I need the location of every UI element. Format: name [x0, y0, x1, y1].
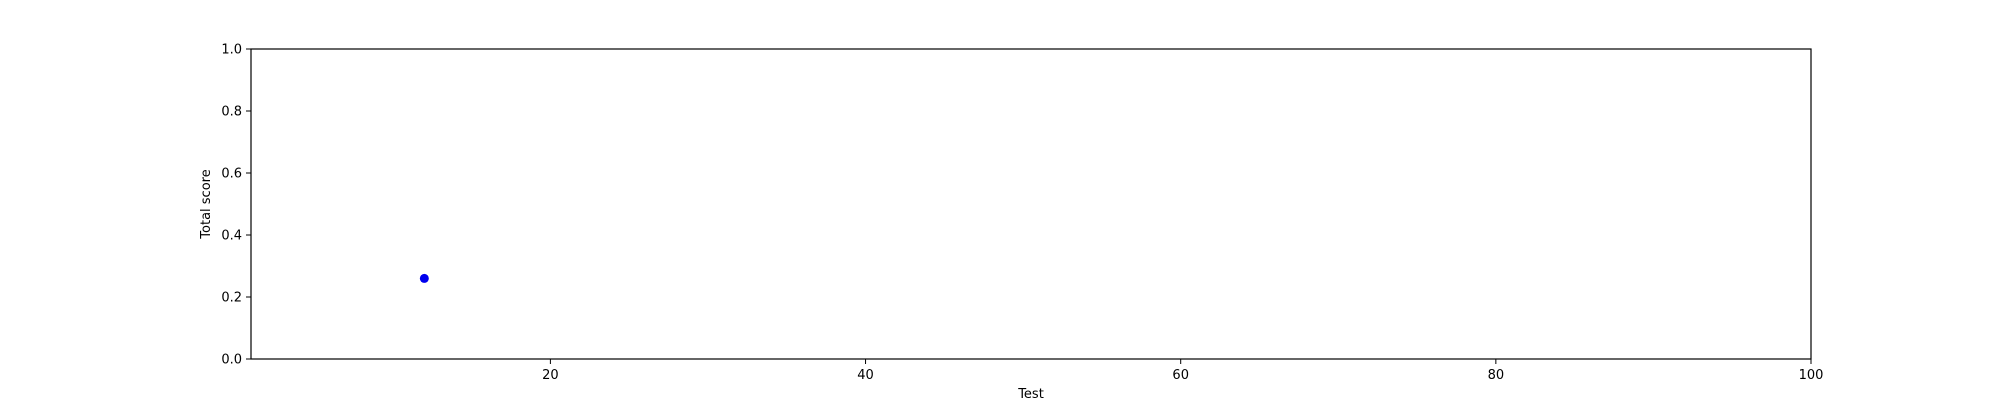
x-tick-label: 20	[542, 368, 559, 383]
x-tick-label: 60	[1172, 368, 1189, 383]
x-axis-ticks: 20 40 60 80 100	[542, 359, 1823, 383]
y-tick-label: 0.6	[221, 167, 242, 182]
y-tick-label: 0.0	[221, 353, 242, 368]
y-axis-ticks: 0.0 0.2 0.4 0.6 0.8 1.0	[221, 43, 251, 368]
x-tick-label: 80	[1488, 368, 1505, 383]
y-tick-label: 1.0	[221, 43, 242, 58]
y-axis-label: Total score	[199, 169, 214, 239]
x-axis-label: Test	[1017, 387, 1044, 400]
y-tick-label: 0.2	[221, 291, 242, 306]
x-tick-label: 100	[1799, 368, 1824, 383]
plot-frame	[250, 48, 1812, 360]
y-tick-label: 0.8	[221, 105, 242, 120]
data-points	[419, 273, 429, 283]
scatter-point	[419, 273, 429, 283]
x-tick-label: 40	[857, 368, 874, 383]
y-tick-label: 0.4	[221, 229, 242, 244]
